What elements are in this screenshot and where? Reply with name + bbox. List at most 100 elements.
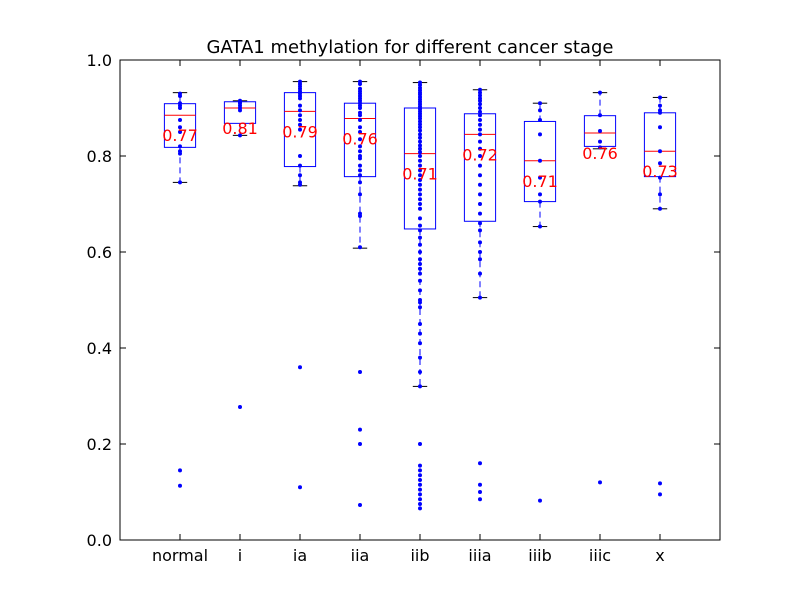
x-tick-label: iiic [589, 546, 611, 565]
y-tick-label: 0.8 [87, 147, 112, 166]
data-point [358, 106, 362, 110]
data-point [358, 144, 362, 149]
data-point [658, 110, 662, 115]
data-point [178, 106, 182, 110]
data-point [358, 245, 362, 250]
data-point [418, 341, 422, 346]
data-point [418, 178, 422, 182]
x-tick-label: iib [410, 546, 429, 565]
data-point [298, 485, 302, 490]
data-point [538, 132, 542, 137]
data-point [298, 96, 302, 101]
data-point [418, 197, 422, 202]
mean-label: 0.73 [642, 162, 678, 181]
data-point [658, 95, 662, 100]
mean-label: 0.77 [162, 126, 198, 145]
data-point [478, 240, 482, 245]
data-point [418, 139, 422, 144]
data-point [298, 108, 302, 113]
data-point [478, 132, 482, 137]
data-point [658, 149, 662, 154]
x-tick-label: iia [351, 546, 370, 565]
box-group-normal: 0.77 [162, 91, 198, 488]
data-point [478, 146, 482, 151]
data-point [418, 370, 422, 374]
data-point [418, 173, 422, 178]
data-point [418, 288, 422, 293]
data-point [418, 146, 422, 151]
data-point [418, 502, 422, 506]
data-point [478, 106, 482, 110]
data-point [418, 487, 422, 492]
data-point [478, 461, 482, 466]
data-point [358, 427, 362, 432]
data-point [418, 82, 422, 87]
data-point [358, 149, 362, 154]
data-point [478, 163, 482, 168]
mean-label: 0.76 [582, 144, 618, 163]
data-point [358, 118, 362, 122]
data-point [478, 250, 482, 254]
data-point [418, 497, 422, 502]
data-point [478, 271, 482, 276]
box-group-iib: 0.71 [402, 80, 438, 511]
mean-label: 0.72 [462, 145, 498, 164]
data-point [418, 322, 422, 326]
data-point [418, 384, 422, 389]
data-point [658, 192, 662, 197]
data-point [178, 144, 182, 149]
data-point [418, 216, 422, 221]
data-point [478, 109, 482, 114]
box-group-iiia: 0.72 [462, 87, 498, 502]
data-point [418, 463, 422, 468]
data-point [358, 173, 362, 178]
data-point [358, 82, 362, 86]
x-tick-label: ia [293, 546, 307, 565]
mean-label: 0.81 [222, 119, 258, 138]
data-point [298, 173, 302, 178]
box-group-iia: 0.76 [342, 79, 378, 507]
x-tick-label: iiia [468, 546, 491, 565]
data-point [418, 125, 422, 130]
mean-label: 0.76 [342, 130, 378, 149]
data-point [598, 90, 602, 95]
data-point [478, 211, 482, 216]
data-point [538, 158, 542, 163]
data-point [418, 473, 422, 478]
mean-label: 0.71 [522, 172, 558, 191]
y-tick-label: 1.0 [87, 51, 112, 70]
box-group-iiic: 0.76 [582, 90, 618, 485]
data-point [478, 497, 482, 502]
data-point [478, 87, 482, 92]
data-point [658, 103, 662, 108]
data-point [418, 119, 422, 124]
data-point [478, 154, 482, 158]
data-point [478, 127, 482, 132]
data-point [178, 483, 182, 488]
data-point [358, 502, 362, 507]
data-point [418, 442, 422, 446]
plot-area: 0.77 0.81 0.79 0.76 0.71 0.72 0.71 0.76 0.73 [162, 79, 678, 511]
data-point [658, 481, 662, 486]
data-point [358, 180, 362, 185]
data-point [298, 122, 302, 127]
data-point [598, 139, 602, 144]
data-point [418, 250, 422, 254]
data-point [298, 127, 302, 132]
data-point [478, 228, 482, 233]
data-point [538, 498, 542, 503]
box-group-x: 0.73 [642, 95, 678, 497]
data-point [358, 192, 362, 197]
data-point [418, 468, 422, 473]
data-point [358, 130, 362, 134]
data-point [478, 90, 482, 95]
data-point [178, 151, 182, 156]
data-point [478, 182, 482, 187]
data-point [418, 187, 422, 192]
data-point [178, 468, 182, 473]
data-point [358, 442, 362, 446]
data-point [358, 156, 362, 161]
data-point [418, 158, 422, 163]
